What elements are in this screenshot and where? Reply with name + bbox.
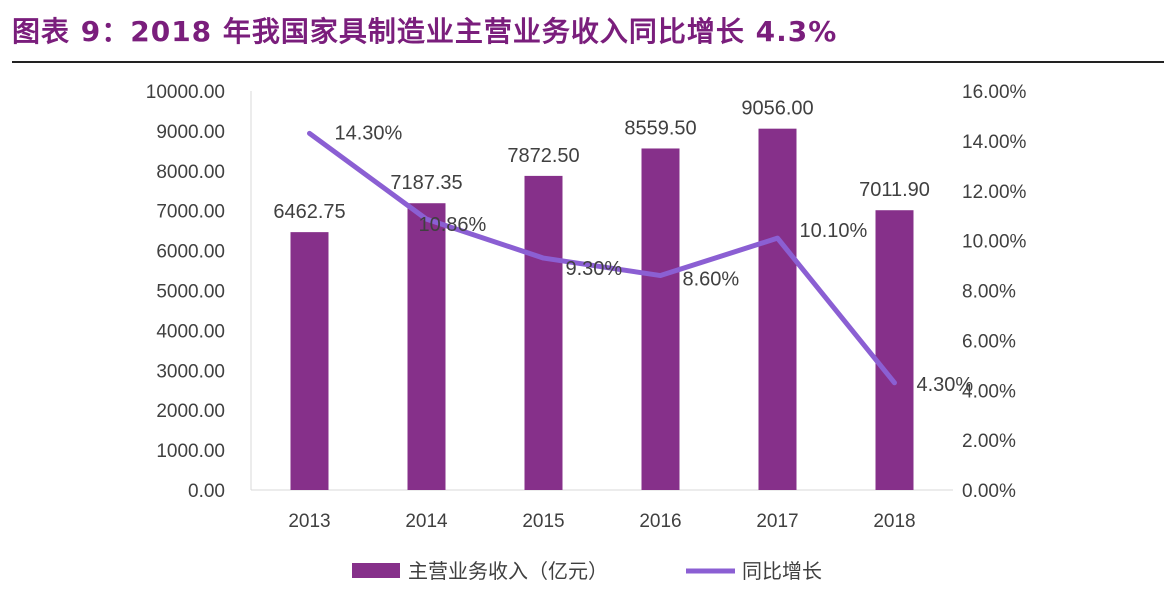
legend-bar-label: 主营业务收入（亿元） <box>408 560 608 583</box>
bar-data-label: 7011.90 <box>859 179 930 201</box>
right-tick-label: 16.00% <box>962 82 1027 103</box>
line-data-label: 8.60% <box>683 269 740 291</box>
left-tick-label: 2000.00 <box>156 401 225 422</box>
line-data-label: 10.10% <box>800 220 868 242</box>
bar <box>524 175 563 490</box>
right-tick-label: 8.00% <box>962 282 1016 303</box>
line-data-label: 4.30% <box>917 374 974 396</box>
line-data-label: 10.86% <box>419 214 487 236</box>
legend-line-label: 同比增长 <box>742 560 822 583</box>
right-tick-label: 14.00% <box>962 132 1027 153</box>
left-tick-label: 9000.00 <box>156 122 225 143</box>
growth-line <box>307 130 897 386</box>
bar <box>758 128 797 491</box>
left-tick-label: 1000.00 <box>156 441 225 462</box>
line-data-label: 9.30% <box>566 258 623 280</box>
x-tick-label: 2016 <box>639 511 681 532</box>
left-tick-label: 10000.00 <box>146 82 225 103</box>
x-tick-label: 2014 <box>405 511 448 532</box>
left-tick-label: 3000.00 <box>156 361 225 382</box>
left-tick-label: 0.00 <box>188 481 225 502</box>
right-tick-label: 2.00% <box>962 431 1016 452</box>
left-tick-label: 7000.00 <box>156 202 225 223</box>
bar <box>875 210 914 490</box>
right-tick-label: 0.00% <box>962 481 1016 502</box>
left-tick-label: 4000.00 <box>156 321 225 342</box>
bar-data-label: 9056.00 <box>741 98 813 120</box>
left-tick-label: 5000.00 <box>156 282 225 303</box>
legend-bar-swatch <box>352 563 400 578</box>
chart-title: 图表 9：2018 年我国家具制造业主营业务收入同比增长 4.3% <box>12 15 838 48</box>
right-tick-label: 4.00% <box>962 381 1016 402</box>
bar <box>407 203 446 490</box>
title-divider <box>12 61 1164 63</box>
x-tick-label: 2017 <box>756 511 798 532</box>
left-tick-label: 6000.00 <box>156 242 225 263</box>
line-data-label: 14.30% <box>335 122 403 144</box>
right-tick-label: 6.00% <box>962 331 1016 352</box>
left-tick-label: 8000.00 <box>156 162 225 183</box>
bar-data-label: 7187.35 <box>390 172 462 194</box>
x-tick-label: 2013 <box>288 511 330 532</box>
bar-data-label: 6462.75 <box>273 201 345 223</box>
x-tick-label: 2015 <box>522 511 564 532</box>
bar <box>290 232 329 490</box>
bar-data-label: 7872.50 <box>507 145 579 167</box>
x-tick-label: 2018 <box>873 511 915 532</box>
bar-data-label: 8559.50 <box>624 117 696 139</box>
right-tick-label: 12.00% <box>962 182 1027 203</box>
right-tick-label: 10.00% <box>962 232 1027 253</box>
bar <box>641 148 680 490</box>
